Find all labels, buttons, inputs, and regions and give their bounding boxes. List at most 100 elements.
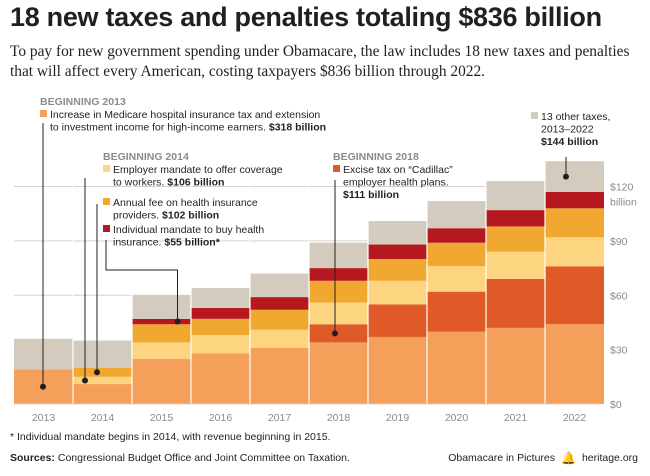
sources-label: Sources: xyxy=(10,452,55,464)
annotation-heading: BEGINNING 2014 xyxy=(103,151,189,163)
bar-segment-medicare-2020 xyxy=(427,331,486,404)
sources: Sources: Congressional Budget Office and… xyxy=(10,452,350,464)
bar-segment-individual_mandate-2022 xyxy=(545,191,604,209)
annotation-heading: BEGINNING 2018 xyxy=(333,151,419,163)
annotation-text: to workers. $106 billion xyxy=(113,177,224,189)
bar-segment-employer_mandate-2017 xyxy=(250,329,309,348)
annotation-other: 13 other taxes,2013–2022$144 billion xyxy=(531,111,610,148)
bar-segment-employer_mandate-2019 xyxy=(368,280,427,305)
annotation-text: Annual fee on health insurance xyxy=(113,197,258,209)
leader-dot-employer xyxy=(82,377,88,384)
leader-dot-other xyxy=(563,173,569,180)
bar-segment-individual_mandate-2021 xyxy=(486,210,545,227)
bar-segment-cadillac-2018 xyxy=(309,324,368,343)
annotation-individual_mandate: Individual mandate to buy healthinsuranc… xyxy=(103,224,264,249)
x-tick-label: 2021 xyxy=(504,412,528,424)
bar-segment-individual_mandate-2019 xyxy=(368,244,427,260)
annotation-swatch xyxy=(531,112,538,119)
bar-segment-medicare-2019 xyxy=(368,336,427,404)
bar-segment-medicare-2016 xyxy=(191,353,250,404)
bar-segment-medicare-2014 xyxy=(73,384,132,404)
bar-segment-other-2015 xyxy=(132,295,191,319)
bar-segment-individual_mandate-2015 xyxy=(132,318,191,325)
bar-segment-employer_mandate-2018 xyxy=(309,302,368,325)
bar-segment-individual_mandate-2020 xyxy=(427,228,486,243)
annotation-annual_fee: Annual fee on health insuranceproviders.… xyxy=(103,197,258,222)
bar-segment-annual_fee-2020 xyxy=(427,242,486,267)
x-tick-label: 2014 xyxy=(91,412,115,424)
bar-segment-employer_mandate-2014 xyxy=(73,376,132,385)
annotation-text: 13 other taxes, xyxy=(541,111,610,123)
bar-segment-annual_fee-2014 xyxy=(73,367,132,377)
annotation-text: Excise tax on “Cadillac” xyxy=(343,164,453,176)
annotation-text: providers. $102 billion xyxy=(113,210,219,222)
bar-segment-other-2016 xyxy=(191,288,250,308)
chart-title: 18 new taxes and penalties totaling $836… xyxy=(10,2,602,32)
bar-segment-individual_mandate-2018 xyxy=(309,268,368,281)
footnote: * Individual mandate begins in 2014, wit… xyxy=(10,431,331,443)
x-tick-label: 2019 xyxy=(386,412,410,424)
x-tick-label: 2017 xyxy=(268,412,292,424)
annotation-amount: $102 billion xyxy=(159,210,219,222)
bar-segment-other-2014 xyxy=(73,340,132,368)
annotation-text: insurance. $55 billion* xyxy=(113,237,221,249)
bar-segment-other-2022 xyxy=(545,161,604,192)
leader-dot-individual xyxy=(174,318,181,325)
x-tick-label: 2015 xyxy=(150,412,174,424)
brand: Obamacare in Pictures 🔔 heritage.org xyxy=(448,452,638,464)
annotation-swatch xyxy=(103,165,110,172)
bar-segment-cadillac-2022 xyxy=(545,266,604,325)
annotation-swatch xyxy=(333,165,340,172)
bar-segment-other-2020 xyxy=(427,201,486,229)
bar-segment-annual_fee-2017 xyxy=(250,309,309,330)
bar-segment-cadillac-2020 xyxy=(427,291,486,332)
leader-line-individual xyxy=(105,240,178,322)
bar-segment-cadillac-2019 xyxy=(368,304,427,337)
y-tick-label: $30 xyxy=(610,345,628,357)
annotation-text: Employer mandate to offer coverage xyxy=(113,164,283,176)
annotation-text: to investment income for high-income ear… xyxy=(50,122,326,134)
bar-segment-medicare-2018 xyxy=(309,342,368,404)
leader-dot-annual-fee xyxy=(94,369,100,376)
sources-text: Congressional Budget Office and Joint Co… xyxy=(57,452,350,464)
y-tick-label: $0 xyxy=(610,399,622,411)
y-tick-label: $90 xyxy=(610,236,628,248)
bar-segment-employer_mandate-2020 xyxy=(427,266,486,292)
bar-segment-medicare-2015 xyxy=(132,358,191,404)
annotation-text: 2013–2022 xyxy=(541,124,594,136)
annotation-text: Individual mandate to buy health xyxy=(113,224,264,236)
bar-segment-annual_fee-2015 xyxy=(132,324,191,343)
bar-segment-medicare-2022 xyxy=(545,324,604,404)
bar-segment-cadillac-2021 xyxy=(486,278,545,328)
bar-segment-other-2017 xyxy=(250,273,309,298)
leader-dot-cadillac xyxy=(332,330,338,337)
annotation-amount: $111 billion xyxy=(343,189,399,201)
y-tick-label: $60 xyxy=(610,290,628,302)
annotation-heading: BEGINNING 2013 xyxy=(40,96,126,108)
bar-segment-other-2018 xyxy=(309,242,368,269)
brand-name: Obamacare in Pictures xyxy=(448,452,555,464)
bar-segment-employer_mandate-2022 xyxy=(545,237,604,267)
annotation-amount: $144 billion xyxy=(541,136,598,148)
annotation-text: Increase in Medicare hospital insurance … xyxy=(50,109,320,121)
annotation-amount: $55 billion* xyxy=(161,237,220,249)
bar-segment-annual_fee-2022 xyxy=(545,208,604,238)
bar-segment-individual_mandate-2017 xyxy=(250,297,309,310)
x-tick-label: 2013 xyxy=(32,412,56,424)
leader-dot-medicare xyxy=(40,383,46,390)
bar-segment-annual_fee-2019 xyxy=(368,259,427,281)
annotation-amount: $106 billion xyxy=(164,177,224,189)
y-tick-label: $120 xyxy=(610,182,634,194)
bar-segment-other-2021 xyxy=(486,181,545,211)
brand-site: heritage.org xyxy=(581,452,638,464)
annotation-amount: $318 billion xyxy=(266,122,326,134)
bar-segment-individual_mandate-2016 xyxy=(191,307,250,319)
x-tick-label: 2020 xyxy=(445,412,469,424)
chart-subtitle: To pay for new government spending under… xyxy=(10,43,630,80)
annotation-text: employer health plans. xyxy=(343,177,449,189)
x-tick-label: 2018 xyxy=(327,412,351,424)
